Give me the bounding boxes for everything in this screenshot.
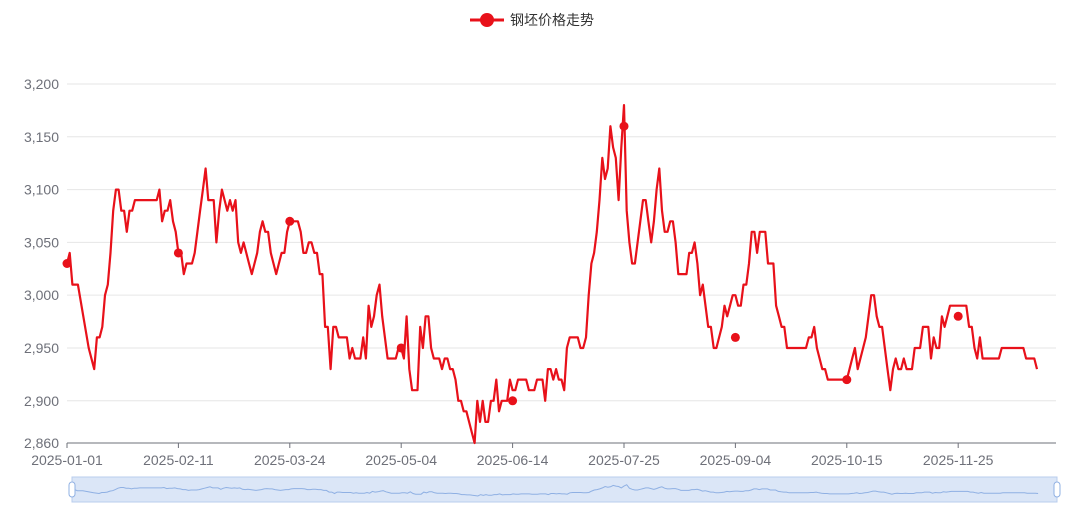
slider-overview-line <box>71 484 1039 497</box>
series-point <box>730 332 740 342</box>
x-tick-label: 2025-01-01 <box>31 452 103 468</box>
legend[interactable]: 钢坯价格走势 <box>470 13 594 29</box>
legend-circle-icon <box>480 13 494 27</box>
x-tick-label: 2025-10-15 <box>811 452 883 468</box>
data-zoom-slider[interactable] <box>68 476 1061 503</box>
y-tick-label: 2,860 <box>24 435 59 451</box>
legend-label: 钢坯价格走势 <box>510 13 594 29</box>
y-tick-label: 3,100 <box>24 182 59 198</box>
series-line <box>65 103 1039 445</box>
series-point <box>953 311 963 321</box>
y-tick-label: 3,150 <box>24 129 59 145</box>
x-tick-label: 2025-09-04 <box>700 452 772 468</box>
x-tick-label: 2025-11-25 <box>923 452 994 468</box>
x-tick-label: 2025-05-04 <box>365 452 437 468</box>
y-grid <box>67 83 1056 402</box>
slider-track <box>71 476 1058 503</box>
series-point <box>285 216 295 226</box>
slider-handle-left[interactable] <box>68 481 76 498</box>
series-layer <box>62 103 1039 445</box>
x-axis: 2025-01-01 2025-02-11 2025-03-24 2025-05-04… <box>31 442 1056 468</box>
series-point <box>619 121 629 131</box>
x-tick-label: 2025-03-24 <box>254 452 326 468</box>
y-tick-label: 3,200 <box>24 76 59 92</box>
y-tick-label: 3,050 <box>24 234 59 250</box>
series-point <box>508 396 518 406</box>
y-tick-label: 3,000 <box>24 287 59 303</box>
x-tick-label: 2025-07-25 <box>588 452 660 468</box>
y-tick-label: 2,950 <box>24 340 59 356</box>
series-point <box>173 248 183 258</box>
x-tick-label: 2025-06-14 <box>477 452 549 468</box>
series-point <box>396 343 406 353</box>
y-tick-label: 2,900 <box>24 393 59 409</box>
series-point <box>62 259 72 268</box>
series-point <box>842 375 852 385</box>
x-tick-label: 2025-02-11 <box>143 452 214 468</box>
slider-handle-right[interactable] <box>1053 481 1061 498</box>
y-axis: 2,860 2,900 2,950 3,000 3,050 3,100 3,150 3,200 <box>24 76 59 451</box>
